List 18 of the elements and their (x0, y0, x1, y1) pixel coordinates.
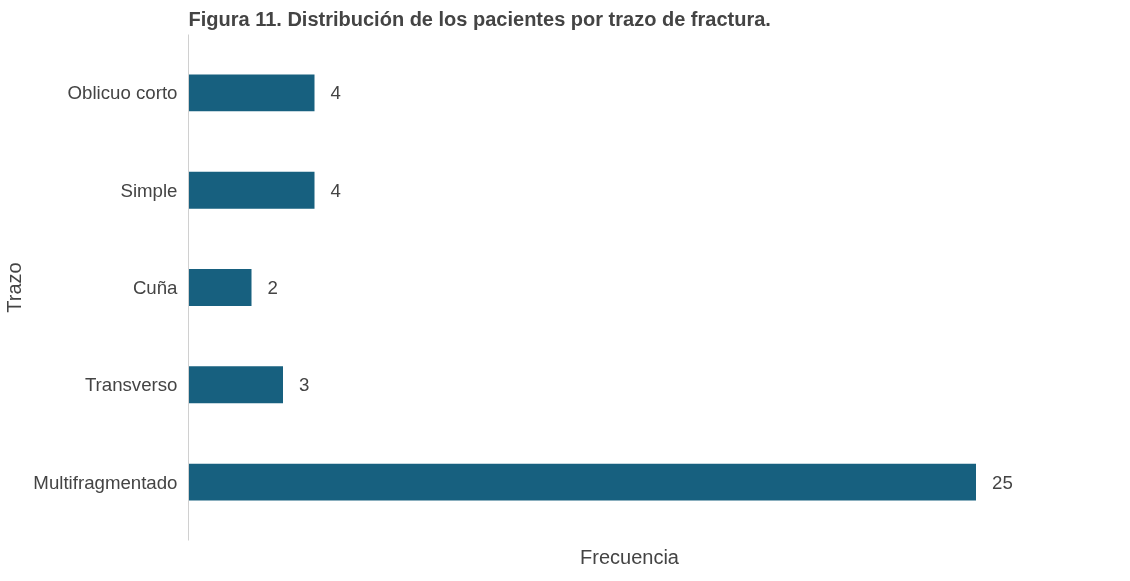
bar (188, 74, 315, 112)
bar (188, 171, 315, 209)
data-label: 2 (267, 277, 278, 298)
y-tick-label: Cuña (132, 277, 179, 298)
y-tick-label: Oblicuo corto (67, 82, 178, 104)
y-axis-title: Trazo (3, 262, 26, 313)
bar (188, 463, 976, 501)
data-label: 25 (992, 471, 1013, 493)
bar (188, 269, 252, 306)
bar (188, 366, 283, 404)
data-label: 4 (330, 82, 341, 104)
y-tick-label: Multifragmentado (33, 471, 178, 493)
x-axis-title: Frecuencia (580, 545, 680, 568)
data-label: 4 (330, 179, 341, 201)
y-tick-label: Transverso (84, 374, 178, 396)
y-tick-label: Simple (120, 179, 178, 201)
data-label: 3 (299, 374, 310, 396)
chart-title: Figura 11. Distribución de los pacientes por trazo de fractura. (188, 7, 771, 30)
